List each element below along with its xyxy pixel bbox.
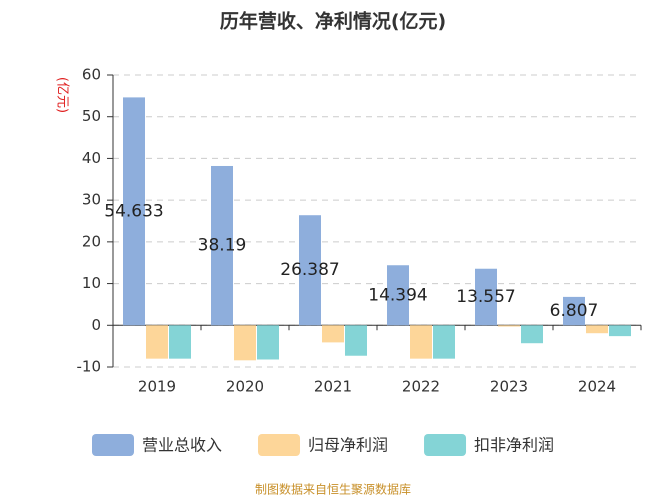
bar (345, 325, 367, 356)
y-tick-label: 10 (82, 274, 101, 292)
x-tick-label: 2019 (138, 378, 176, 396)
data-label: 6.807 (550, 301, 599, 321)
bar (322, 325, 344, 343)
x-tick-label: 2021 (314, 378, 352, 396)
bar (123, 97, 145, 326)
bar (169, 325, 191, 359)
legend-swatch[interactable] (424, 434, 467, 456)
legend-swatch[interactable] (92, 434, 134, 456)
bar (387, 265, 409, 326)
bar (410, 325, 432, 359)
y-unit-label: (亿元) (55, 77, 70, 113)
source-note: 制图数据来自恒生聚源数据库 (255, 482, 411, 497)
x-tick-label: 2024 (578, 378, 616, 396)
bar (586, 325, 608, 334)
bar (498, 325, 520, 327)
legend-label[interactable]: 营业总收入 (142, 436, 222, 455)
legend-label[interactable]: 扣非净利润 (474, 436, 554, 455)
y-tick-label: 50 (82, 107, 101, 125)
x-tick-label: 2020 (226, 378, 264, 396)
bar (146, 325, 168, 359)
bar (609, 325, 631, 337)
data-label: 26.387 (280, 260, 339, 280)
bar (211, 165, 233, 326)
bar (475, 268, 497, 326)
data-label: 38.19 (198, 236, 247, 256)
data-label: 13.557 (456, 287, 515, 307)
y-tick-label: 20 (82, 232, 101, 250)
y-tick-label: -10 (77, 358, 102, 376)
bar (521, 325, 543, 344)
y-tick-label: 40 (82, 149, 101, 167)
legend-label[interactable]: 归母净利润 (308, 436, 388, 455)
y-tick-label: 0 (91, 316, 101, 334)
chart-title: 历年营收、净利情况(亿元) (220, 10, 446, 33)
data-label: 54.633 (104, 201, 163, 221)
data-label: 14.394 (368, 285, 427, 305)
y-tick-label: 30 (82, 191, 101, 209)
bar (563, 296, 585, 326)
legend-swatch[interactable] (258, 434, 301, 456)
bar (257, 325, 279, 360)
bar (433, 325, 455, 359)
y-tick-label: 60 (82, 66, 101, 84)
bar (234, 325, 256, 361)
bar (299, 215, 321, 326)
x-tick-label: 2022 (402, 378, 440, 396)
x-tick-label: 2023 (490, 378, 528, 396)
